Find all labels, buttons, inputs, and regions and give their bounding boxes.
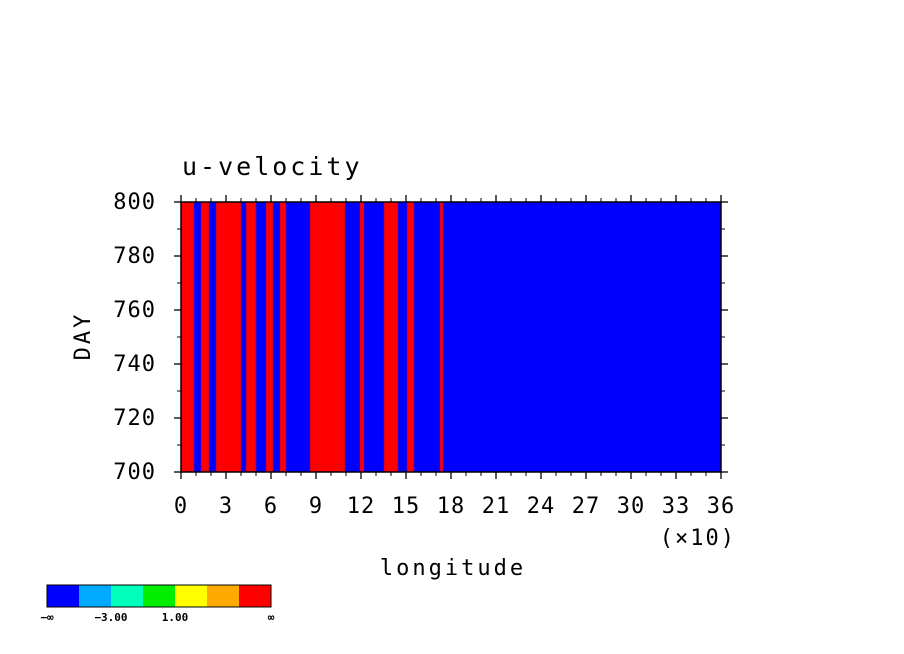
x-tick-label: 18 [437,494,466,519]
colorbar-label: ∞ [268,611,275,624]
x-tick-label: 24 [527,494,556,519]
colorbar-swatch [207,585,239,607]
x-tick-label: 33 [662,494,691,519]
colorbar-swatch [143,585,175,607]
colorbar-swatch [175,585,207,607]
colorbar-label: −3.00 [94,611,127,624]
x-tick-label: 36 [707,494,736,519]
colorbar-swatch [111,585,143,607]
x-tick-label: 6 [264,494,278,519]
x-tick-label: 15 [392,494,421,519]
y-tick-label: 720 [113,406,156,431]
colorbar-swatch [239,585,271,607]
colorbar-swatch [79,585,111,607]
colorbar-label: 1.00 [162,611,189,624]
x-tick-label: 12 [347,494,376,519]
colorbar-swatch [47,585,79,607]
axis-ticks [174,195,728,479]
x-tick-label: 3 [219,494,233,519]
x-tick-label: 0 [174,494,188,519]
y-tick-label: 760 [113,298,156,323]
colorbar-frame [46,584,272,608]
x-axis-multiplier: (×10) [660,526,736,551]
x-axis-label: longitude [380,556,526,581]
y-tick-label: 800 [113,190,156,215]
heatmap-field [181,202,721,472]
y-tick-label: 700 [113,460,156,485]
y-tick-labels: 700 720 740 760 780 800 [113,190,156,485]
x-tick-label: 21 [482,494,511,519]
colorbar-label: −∞ [40,611,54,624]
chart-title: u-velocity [182,152,363,181]
x-tick-label: 30 [617,494,646,519]
colorbar: −∞ −3.00 1.00 ∞ [40,584,275,624]
x-tick-labels: 0 3 6 9 12 15 18 21 24 27 30 33 36 [174,494,736,519]
y-axis-label: DAY [71,312,96,361]
x-tick-label: 27 [572,494,601,519]
y-tick-label: 780 [113,244,156,269]
x-tick-label: 9 [309,494,323,519]
heatmap-image [181,202,721,472]
y-tick-label: 740 [113,352,156,377]
